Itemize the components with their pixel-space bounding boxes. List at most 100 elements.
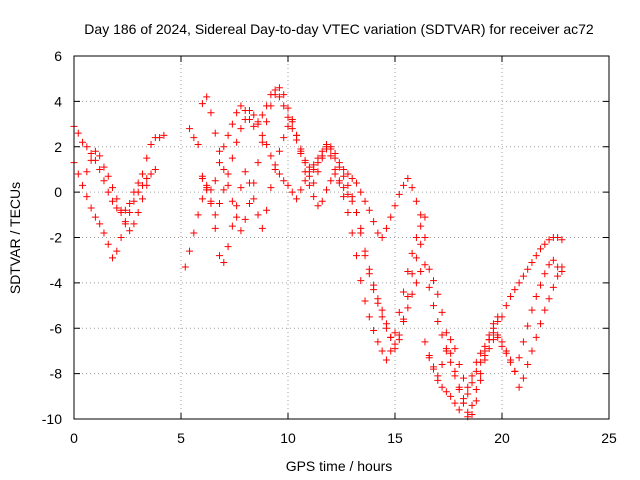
data-point bbox=[331, 165, 339, 173]
data-point bbox=[109, 184, 117, 192]
data-point bbox=[387, 333, 395, 341]
data-point bbox=[485, 331, 493, 339]
data-point bbox=[421, 213, 429, 221]
data-point bbox=[327, 152, 335, 160]
data-point bbox=[507, 292, 515, 300]
data-point bbox=[378, 313, 386, 321]
data-point bbox=[220, 258, 228, 266]
data-point bbox=[241, 116, 249, 124]
data-point bbox=[459, 374, 467, 382]
data-point bbox=[100, 163, 108, 171]
data-point bbox=[524, 361, 532, 369]
data-point bbox=[211, 224, 219, 232]
y-tick-label: -10 bbox=[42, 411, 62, 427]
data-point bbox=[305, 172, 313, 180]
data-point bbox=[250, 111, 258, 119]
data-point bbox=[224, 181, 232, 189]
data-point bbox=[74, 170, 82, 178]
y-tick-label: -6 bbox=[50, 320, 63, 336]
data-point bbox=[275, 170, 283, 178]
data-point bbox=[113, 195, 121, 203]
data-point bbox=[250, 179, 258, 187]
data-point bbox=[301, 177, 309, 185]
data-point bbox=[472, 397, 480, 405]
y-tick-label: -2 bbox=[50, 230, 63, 246]
data-point bbox=[83, 143, 91, 151]
data-point bbox=[275, 93, 283, 101]
data-point bbox=[96, 165, 104, 173]
data-point bbox=[297, 186, 305, 194]
data-point bbox=[348, 175, 356, 183]
data-point bbox=[198, 172, 206, 180]
data-point bbox=[468, 372, 476, 380]
data-point bbox=[430, 302, 438, 310]
data-point bbox=[404, 268, 412, 276]
data-point bbox=[318, 147, 326, 155]
data-point bbox=[109, 254, 117, 262]
data-point bbox=[391, 329, 399, 337]
data-point bbox=[233, 109, 241, 117]
data-point bbox=[87, 156, 95, 164]
data-point bbox=[472, 367, 480, 375]
data-point bbox=[263, 118, 271, 126]
data-point bbox=[87, 150, 95, 158]
data-point bbox=[211, 129, 219, 137]
data-point bbox=[434, 290, 442, 298]
data-point bbox=[352, 179, 360, 187]
data-point bbox=[408, 270, 416, 278]
y-tick-label: -8 bbox=[50, 366, 63, 382]
data-point bbox=[391, 340, 399, 348]
data-point bbox=[340, 165, 348, 173]
data-point bbox=[254, 211, 262, 219]
data-point bbox=[258, 224, 266, 232]
data-point bbox=[370, 327, 378, 335]
data-point bbox=[425, 265, 433, 273]
data-point bbox=[489, 329, 497, 337]
data-point bbox=[537, 245, 545, 253]
data-point bbox=[194, 211, 202, 219]
data-point bbox=[228, 197, 236, 205]
series-track-4 bbox=[198, 84, 566, 421]
data-point bbox=[524, 322, 532, 330]
data-point bbox=[481, 342, 489, 350]
data-point bbox=[378, 347, 386, 355]
data-point bbox=[524, 265, 532, 273]
data-point bbox=[554, 234, 562, 241]
data-point bbox=[348, 193, 356, 201]
data-point bbox=[447, 358, 455, 366]
data-point bbox=[134, 188, 142, 196]
data-point bbox=[126, 227, 134, 235]
data-point bbox=[425, 283, 433, 291]
data-point bbox=[335, 163, 343, 171]
data-point bbox=[528, 258, 536, 266]
data-point bbox=[442, 329, 450, 337]
data-point bbox=[340, 193, 348, 201]
data-point bbox=[387, 213, 395, 221]
data-point bbox=[507, 358, 515, 366]
data-point bbox=[549, 256, 557, 264]
data-point bbox=[412, 234, 420, 241]
data-point bbox=[554, 263, 562, 271]
data-point bbox=[186, 125, 194, 133]
data-point bbox=[91, 147, 99, 155]
data-point bbox=[340, 184, 348, 192]
data-point bbox=[344, 209, 352, 217]
data-point bbox=[233, 138, 241, 146]
data-point bbox=[194, 140, 202, 148]
data-point bbox=[447, 392, 455, 400]
data-point bbox=[143, 181, 151, 189]
data-point bbox=[365, 206, 373, 214]
data-point bbox=[541, 306, 549, 314]
data-point bbox=[207, 197, 215, 205]
data-point bbox=[288, 188, 296, 196]
data-point bbox=[408, 184, 416, 192]
data-point bbox=[430, 363, 438, 371]
data-point bbox=[468, 410, 476, 418]
data-point bbox=[528, 306, 536, 314]
data-point bbox=[275, 84, 283, 92]
data-point bbox=[104, 188, 112, 196]
data-point bbox=[134, 209, 142, 217]
data-point bbox=[421, 234, 429, 241]
